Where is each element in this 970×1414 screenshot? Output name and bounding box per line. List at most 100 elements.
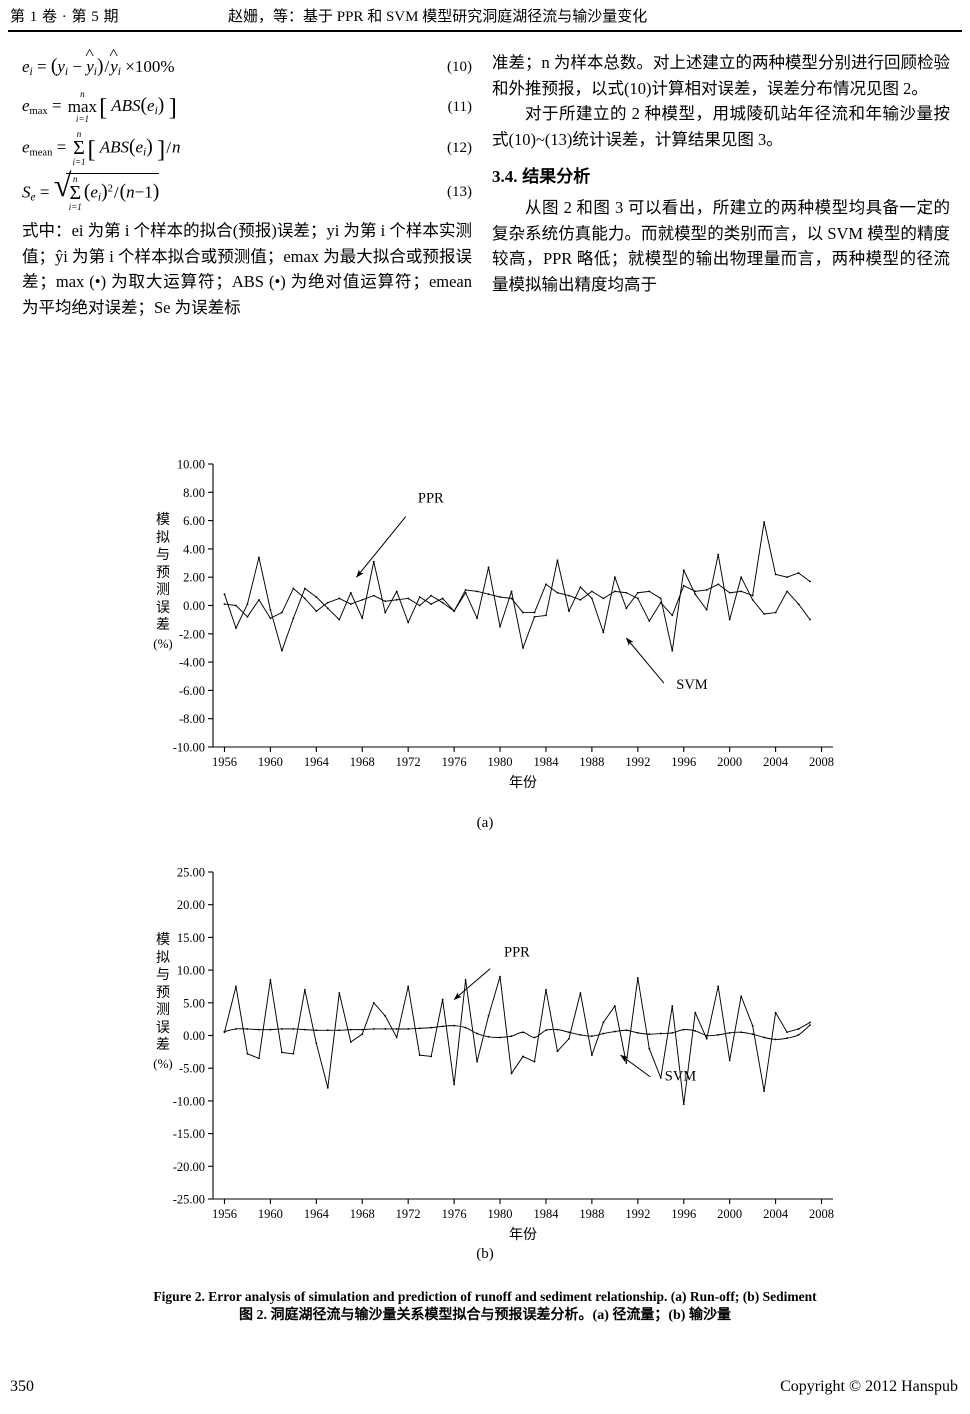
data-point (384, 1014, 387, 1017)
data-point (797, 572, 800, 574)
data-point (326, 1086, 329, 1089)
x-tick-label: 1964 (304, 755, 330, 769)
running-head: 第 1 卷 · 第 5 期 赵姗，等：基于 PPR 和 SVM 模型研究洞庭湖径… (0, 0, 970, 34)
figure-caption-zh: 图 2. 洞庭湖径流与输沙量关系模型拟合与预报误差分析。(a) 径流量；(b) … (239, 1308, 731, 1323)
left-column: ei = (yi − yi)/yi ×100% (10) emax = nmax… (22, 50, 472, 320)
data-point (292, 1052, 295, 1055)
data-point (648, 620, 651, 622)
data-point (269, 1028, 272, 1031)
data-point (441, 1025, 444, 1028)
equation-13: Se = nΣi=1(ei)2/(n−1) (13) (22, 172, 472, 212)
equation-13-body: Se = nΣi=1(ei)2/(n−1) (22, 172, 160, 212)
data-point (786, 1037, 788, 1040)
data-point (602, 597, 605, 600)
x-axis-title: 年份 (509, 1227, 537, 1243)
x-tick-label: 1980 (488, 755, 513, 769)
data-point (648, 1033, 651, 1036)
data-point (303, 597, 306, 600)
data-point (740, 576, 743, 579)
data-point (682, 1028, 685, 1031)
data-point (774, 1038, 777, 1041)
data-point (476, 590, 478, 593)
x-tick-label: 1968 (350, 1207, 375, 1221)
data-point (441, 597, 444, 600)
data-point (418, 1027, 421, 1030)
data-point (292, 1028, 295, 1030)
x-tick-label: 2004 (763, 1207, 789, 1221)
y-tick-label: -15.00 (173, 1127, 205, 1141)
data-point (499, 1036, 501, 1039)
annotation-label-svm: SVM (676, 677, 708, 693)
data-point (349, 1041, 352, 1043)
data-point (453, 610, 456, 613)
data-point (579, 586, 582, 588)
data-point (590, 1054, 593, 1057)
data-point (533, 615, 536, 618)
y-tick-label: 0.00 (183, 1029, 205, 1043)
data-point (763, 613, 766, 615)
data-point (545, 988, 547, 991)
data-point (579, 598, 582, 601)
data-point (464, 591, 467, 594)
data-point (556, 1050, 559, 1053)
series-ppr (224, 976, 811, 1105)
y-tick-label: 10.00 (177, 964, 205, 978)
annotation-arrow-ppr (453, 968, 491, 1000)
data-point (717, 1033, 720, 1036)
annotation-label-svm: SVM (665, 1069, 697, 1085)
data-point (659, 1032, 662, 1035)
ylabel-char: 与 (156, 548, 170, 563)
data-point (292, 617, 295, 620)
data-point (613, 1030, 616, 1033)
data-point (418, 604, 421, 607)
x-tick-label: 1976 (442, 1207, 467, 1221)
y-tick-label: -20.00 (173, 1160, 205, 1174)
data-point (223, 603, 226, 605)
right-paragraph-1: 准差；n 为样本总数。对上述建立的两种模型分别进行回顾检验和外推预报，以式(10… (492, 53, 950, 98)
equation-12-number: (12) (447, 140, 472, 157)
data-point (774, 573, 777, 576)
chart-a-svg: 10.00 8.00 6.00 4.00 2.00 0.00 -2.00 -4.00 -6.00… (173, 458, 834, 792)
ylabel-char: 预 (156, 565, 170, 581)
data-point (545, 614, 547, 617)
data-point (372, 1028, 375, 1030)
data-point (510, 1072, 513, 1075)
equation-11-body: emax = n max i=1[ ABS(ei) ] (22, 89, 177, 125)
data-point (682, 1103, 685, 1106)
x-tick-label: 1964 (304, 1207, 330, 1221)
data-point (671, 614, 674, 617)
data-point (269, 979, 272, 981)
ylabel-char: 测 (156, 1003, 170, 1018)
chart-a-sublabel: (a) (476, 815, 494, 831)
data-point (384, 600, 387, 603)
y-tick-label: 25.00 (177, 866, 205, 880)
x-tick-label: 1976 (442, 755, 467, 769)
data-point (590, 1035, 593, 1038)
data-point (430, 594, 433, 597)
data-point (671, 1031, 674, 1034)
data-point (705, 589, 708, 591)
data-point (303, 988, 306, 991)
data-point (659, 1077, 662, 1079)
data-point (407, 1028, 410, 1030)
data-point (384, 1028, 387, 1030)
y-tick-label: -25.00 (173, 1193, 205, 1207)
ylabel-char: 模 (156, 513, 170, 528)
figure-2: 模拟与预测误差 (%) 10.00 8.00 6.00 4.00 2.00 0.00 -2.0… (0, 442, 970, 1325)
data-point (223, 1030, 226, 1033)
data-point (763, 1090, 766, 1092)
y-tick-label: 15.00 (177, 931, 205, 945)
data-point (476, 617, 478, 620)
data-point (349, 591, 352, 594)
data-point (625, 591, 628, 594)
ylabel-char: 拟 (156, 950, 170, 966)
chart-b-sublabel: (b) (476, 1246, 494, 1262)
x-tick-label: 1996 (671, 1207, 696, 1221)
data-point (372, 560, 375, 563)
data-point (361, 1028, 364, 1031)
data-point (694, 1030, 697, 1032)
ylabel-char: 误 (156, 1020, 170, 1036)
section-number: 3.4. (492, 167, 518, 186)
data-point (315, 610, 318, 613)
